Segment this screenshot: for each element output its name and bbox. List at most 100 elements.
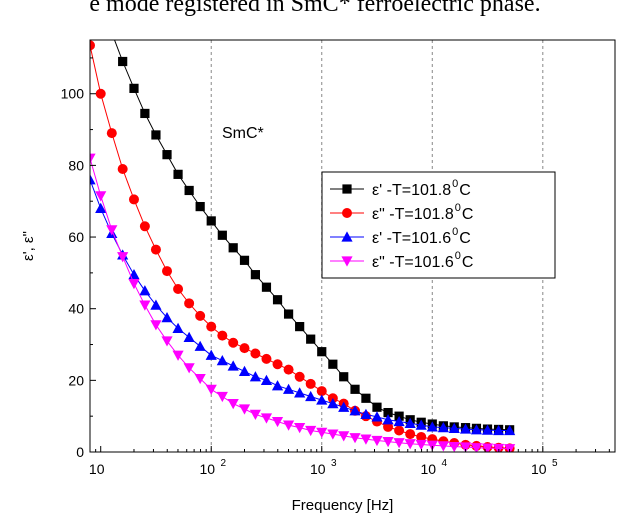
series-4: [90, 153, 516, 452]
legend: ε' -T=101.8 0 Cε" -T=101.8 0 Cε' -T=101.6 0 Cε…: [321, 171, 556, 279]
data-point: [294, 387, 306, 398]
legend-label: ε' -T=101.6: [372, 230, 451, 247]
data-point: [338, 401, 350, 412]
data-point: [106, 225, 118, 236]
data-point: [90, 174, 96, 185]
data-point: [162, 150, 172, 160]
x-tick-exponent: 5: [552, 458, 558, 469]
data-point: [249, 409, 262, 420]
legend-label: ε" -T=101.8: [372, 206, 454, 223]
data-point: [282, 383, 295, 394]
x-tick-exponent: 2: [220, 458, 226, 469]
legend-superscript: 0: [455, 250, 461, 262]
data-point: [371, 411, 383, 422]
data-point: [383, 407, 393, 418]
data-point: [227, 399, 239, 410]
data-point: [95, 88, 106, 99]
data-point: [426, 421, 438, 432]
y-tick-label: 20: [68, 372, 84, 388]
y-tick-label: 80: [68, 157, 84, 173]
x-tick-label: 10: [531, 461, 547, 477]
figure-caption-fragment: e mode registered in SmC* ferroelectric …: [89, 0, 541, 17]
data-point: [283, 364, 294, 375]
data-point: [371, 435, 383, 447]
data-point: [327, 429, 339, 440]
series-layer: [90, 0, 516, 452]
data-point: [415, 439, 427, 451]
data-point: [470, 424, 483, 435]
legend-entry: ε' -T=101.8 0 C: [330, 178, 471, 199]
data-point: [195, 201, 205, 212]
data-point: [305, 390, 317, 402]
data-point: [118, 56, 128, 67]
data-point: [316, 386, 327, 397]
data-point: [260, 413, 273, 424]
data-point: [161, 312, 173, 323]
legend-entry: ε" -T=101.8 0 C: [330, 202, 473, 223]
data-point: [271, 380, 284, 391]
legend-superscript: 0: [452, 178, 458, 190]
data-point: [404, 439, 416, 450]
data-point: [492, 424, 505, 436]
data-point: [150, 244, 161, 255]
legend-box: [321, 171, 556, 279]
data-point: [405, 429, 416, 440]
data-point: [250, 270, 261, 280]
data-point: [305, 425, 317, 437]
y-tick-label: 60: [68, 229, 84, 245]
data-point: [416, 431, 427, 442]
data-point: [228, 337, 239, 348]
data-point: [394, 425, 405, 436]
y-axis-label: ε', ε": [20, 231, 37, 261]
plot-frame: [89, 39, 616, 453]
data-point: [194, 373, 206, 385]
legend-unit: C: [459, 182, 471, 199]
data-point: [194, 340, 206, 351]
phase-annotation: SmC*: [222, 125, 264, 142]
data-point: [361, 393, 371, 403]
data-point: [272, 295, 283, 305]
data-point: [139, 300, 151, 311]
data-point: [338, 431, 350, 442]
data-point: [128, 279, 140, 290]
x-axis-label: Frequency [Hz]: [292, 497, 394, 514]
data-point: [139, 221, 150, 232]
data-point: [217, 230, 227, 240]
data-point: [173, 169, 183, 179]
data-point: [216, 391, 228, 403]
data-point: [150, 320, 162, 331]
data-point: [128, 194, 139, 205]
y-tick-label: 100: [61, 86, 85, 102]
data-point: [341, 231, 353, 242]
data-point: [173, 283, 184, 294]
data-point: [360, 408, 372, 419]
data-point: [183, 331, 195, 342]
data-point: [96, 0, 105, 9]
data-point: [183, 363, 195, 374]
x-tick-exponent: 3: [331, 458, 337, 469]
data-point: [316, 427, 328, 438]
data-point: [271, 416, 284, 428]
data-point: [448, 442, 460, 452]
data-point: [161, 336, 173, 347]
data-point: [140, 108, 150, 119]
legend-superscript: 0: [452, 226, 458, 238]
data-point: [316, 394, 328, 405]
legend-entry: ε' -T=101.6 0 C: [330, 226, 471, 247]
x-tick-label: 10: [310, 461, 326, 477]
plot-border: [89, 39, 616, 453]
data-point: [139, 285, 151, 296]
data-point: [360, 434, 372, 445]
data-point: [117, 252, 129, 263]
data-point: [184, 185, 194, 196]
data-point: [306, 334, 316, 344]
legend-unit: C: [459, 230, 471, 247]
data-point: [459, 423, 472, 434]
data-point: [294, 371, 305, 382]
data-point: [90, 153, 96, 164]
data-point: [272, 359, 283, 370]
data-point: [239, 255, 250, 265]
data-point: [426, 440, 438, 451]
data-point: [470, 443, 483, 452]
x-tick-label: 10: [199, 461, 215, 477]
